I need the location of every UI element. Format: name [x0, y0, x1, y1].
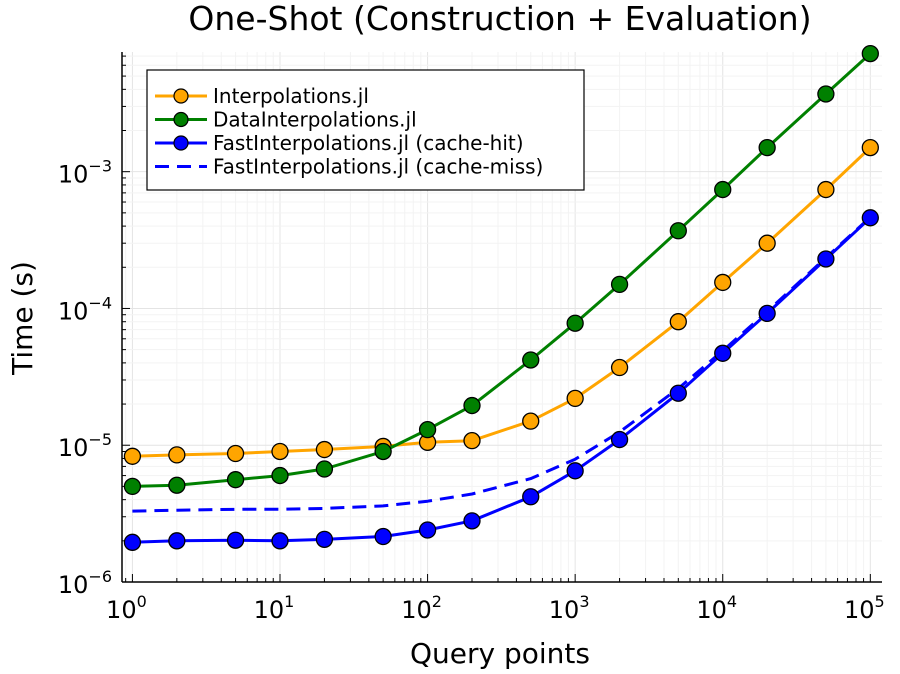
data-point	[464, 398, 480, 414]
data-point	[464, 433, 480, 449]
data-point	[420, 422, 436, 438]
x-tick-label: 103	[549, 592, 590, 624]
data-point	[759, 235, 775, 251]
data-point	[316, 531, 332, 547]
data-point	[612, 276, 628, 292]
legend-marker	[174, 113, 188, 127]
data-point	[228, 532, 244, 548]
x-tick-label: 104	[696, 592, 737, 624]
data-point	[523, 413, 539, 429]
data-point	[862, 210, 878, 226]
data-point	[612, 360, 628, 376]
data-point	[715, 345, 731, 361]
y-tick-label: 10−3	[58, 157, 112, 189]
x-tick-label: 101	[254, 592, 295, 624]
data-point	[567, 463, 583, 479]
series-line	[132, 217, 870, 511]
x-tick-label: 102	[401, 592, 442, 624]
data-point	[228, 446, 244, 462]
data-point	[228, 472, 244, 488]
data-point	[567, 390, 583, 406]
y-tick-label: 10−6	[58, 567, 112, 599]
series-line	[132, 148, 870, 457]
data-point	[464, 513, 480, 529]
y-tick-label: 10−4	[58, 293, 112, 325]
data-point	[670, 314, 686, 330]
data-point	[169, 477, 185, 493]
legend-entry: FastInterpolations.jl (cache-miss)	[155, 155, 543, 179]
series-fastinterpolations-jl-cache-miss	[132, 217, 870, 511]
legend-label: FastInterpolations.jl (cache-hit)	[213, 131, 524, 155]
data-point	[316, 461, 332, 477]
data-point	[862, 140, 878, 156]
data-point	[523, 489, 539, 505]
data-point	[523, 352, 539, 368]
data-point	[759, 140, 775, 156]
data-point	[272, 443, 288, 459]
chart: 100 101 102 103 104 105 10−6 10−5 10−4 10−3 One-S…	[0, 0, 900, 674]
legend-label: Interpolations.jl	[213, 84, 369, 108]
data-point	[670, 385, 686, 401]
data-point	[169, 447, 185, 463]
x-tick-label: 105	[844, 592, 885, 624]
legend: Interpolations.jlDataInterpolations.jlFa…	[147, 70, 584, 190]
y-axis-title: Time (s)	[6, 261, 39, 376]
data-point	[818, 182, 834, 198]
data-point	[567, 315, 583, 331]
y-tick-label: 10−5	[58, 430, 112, 462]
legend-label: DataInterpolations.jl	[213, 108, 417, 132]
data-point	[272, 533, 288, 549]
data-point	[818, 86, 834, 102]
data-point	[862, 46, 878, 62]
legend-marker	[174, 136, 188, 150]
x-axis-title: Query points	[410, 637, 590, 670]
data-point	[420, 522, 436, 538]
data-point	[316, 442, 332, 458]
data-point	[715, 182, 731, 198]
data-point	[375, 529, 391, 545]
data-point	[169, 533, 185, 549]
legend-marker	[174, 89, 188, 103]
data-point	[670, 223, 686, 239]
legend-label: FastInterpolations.jl (cache-miss)	[213, 155, 543, 179]
tick-labels: 100 101 102 103 104 105 10−6 10−5 10−4 10−3	[58, 157, 885, 624]
data-point	[612, 432, 628, 448]
x-tick-label: 100	[106, 592, 147, 624]
data-point	[124, 534, 140, 550]
data-point	[715, 274, 731, 290]
data-point	[272, 468, 288, 484]
chart-title: One-Shot (Construction + Evaluation)	[188, 0, 811, 38]
data-point	[375, 443, 391, 459]
data-point	[818, 251, 834, 267]
data-point	[759, 305, 775, 321]
data-point	[124, 448, 140, 464]
data-point	[124, 478, 140, 494]
